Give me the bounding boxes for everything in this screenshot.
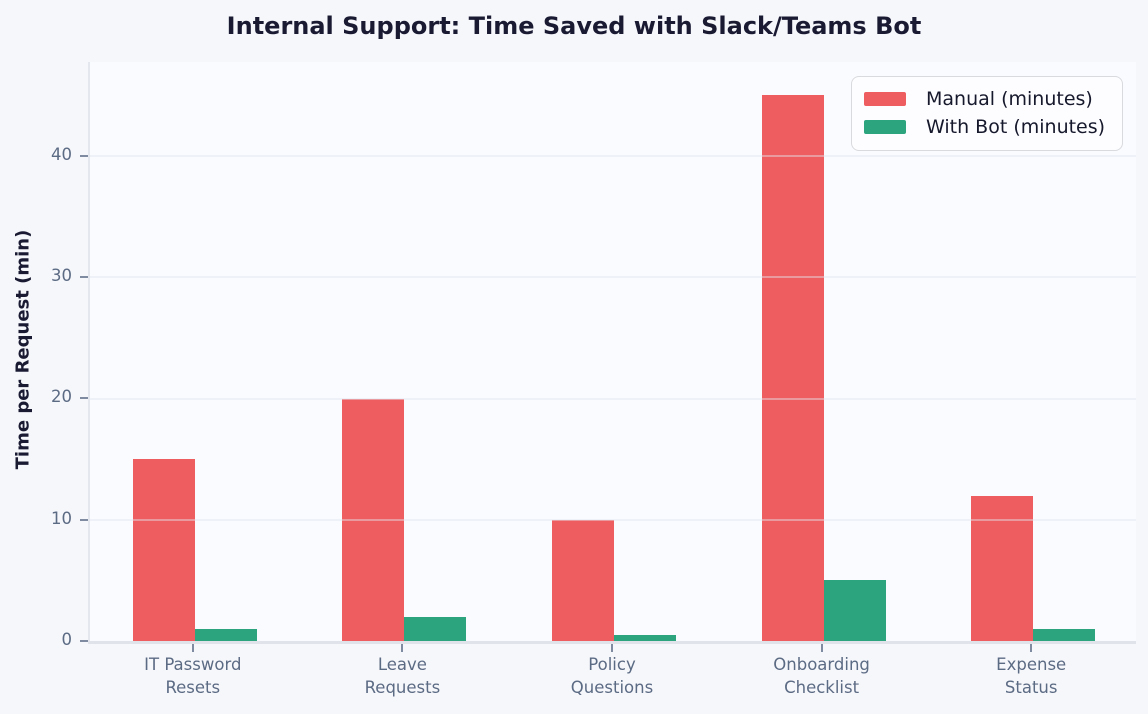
legend-item-with-bot: With Bot (minutes) <box>864 113 1108 141</box>
legend-label-with-bot: With Bot (minutes) <box>926 116 1106 138</box>
chart-title: Internal Support: Time Saved with Slack/… <box>226 12 922 40</box>
y-tick-label: 20 <box>51 387 72 407</box>
legend-swatch-with-bot-icon <box>864 120 906 134</box>
bar-with-bot <box>404 616 467 641</box>
bar-manual <box>132 459 195 641</box>
x-tick-mark <box>401 644 404 652</box>
gridline <box>90 154 1136 157</box>
y-tick-label: 30 <box>51 266 72 286</box>
y-tick-mark <box>80 276 88 279</box>
x-tick-label: Leave Requests <box>364 655 441 697</box>
plot-area <box>88 62 1136 641</box>
y-tick-mark <box>80 154 88 157</box>
x-tick-mark <box>1030 644 1033 652</box>
bar-manual <box>552 519 614 641</box>
bar-with-bot <box>1033 628 1096 641</box>
x-tick-label: Onboarding Checklist <box>773 655 870 697</box>
y-tick-label: 0 <box>61 630 73 649</box>
bar-manual <box>342 398 405 641</box>
bar-manual <box>971 495 1034 641</box>
bar-with-bot <box>823 580 886 641</box>
x-tick-label: Expense Status <box>996 655 1067 697</box>
y-tick-label: 40 <box>51 144 72 164</box>
x-tick-label: IT Password Resets <box>144 655 242 697</box>
y-axis-label: Time per Request (min) <box>12 229 34 470</box>
bar-manual <box>761 95 824 641</box>
legend-item-manual: Manual (minutes) <box>864 85 1108 113</box>
y-tick-mark <box>80 640 88 642</box>
bar-with-bot <box>614 634 676 641</box>
x-tick-mark <box>611 644 613 652</box>
gridline <box>90 518 1136 521</box>
gridline <box>90 397 1136 400</box>
legend-label-manual: Manual (minutes) <box>926 88 1093 110</box>
y-tick-label: 10 <box>51 508 72 528</box>
x-tick-label: Policy Questions <box>570 655 654 697</box>
gridline <box>90 276 1136 279</box>
x-tick-mark <box>820 644 823 652</box>
legend: Manual (minutes) With Bot (minutes) <box>851 76 1123 151</box>
legend-swatch-manual-icon <box>864 92 906 106</box>
x-tick-mark <box>191 644 194 652</box>
x-axis-line <box>88 641 1136 644</box>
y-tick-mark <box>80 397 88 400</box>
y-tick-mark <box>80 518 88 521</box>
bar-with-bot <box>194 628 257 641</box>
